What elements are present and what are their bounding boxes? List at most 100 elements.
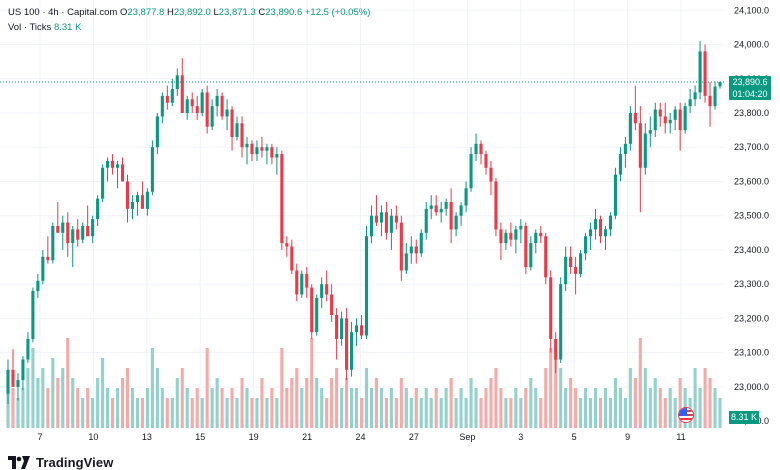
open-label: O xyxy=(119,7,128,18)
volume-bar xyxy=(544,368,548,428)
candle-body xyxy=(86,225,90,237)
time-tick-label: 21 xyxy=(302,432,312,442)
candle-body xyxy=(145,191,149,209)
volume-bar xyxy=(663,398,667,428)
candle-body xyxy=(688,99,692,107)
price-tick-label: 23,000.0 xyxy=(734,382,769,392)
price-tick-label: 23,300.0 xyxy=(734,279,769,289)
candle-body xyxy=(41,256,45,281)
volume-bar xyxy=(519,398,523,428)
candle-body xyxy=(718,81,722,87)
tradingview-brand[interactable]: TradingView xyxy=(8,455,113,470)
volume-bar xyxy=(56,378,60,428)
candle-body xyxy=(190,99,194,107)
candle-body xyxy=(683,106,687,131)
volume-bar xyxy=(389,388,393,428)
time-tick-label: 15 xyxy=(195,432,205,442)
candle-body xyxy=(713,86,717,107)
volume-bar xyxy=(509,398,513,428)
volume-bar xyxy=(379,388,383,428)
candle-body xyxy=(663,116,667,124)
candle-body xyxy=(668,119,672,124)
volume-label[interactable]: Vol · Ticks xyxy=(8,22,52,33)
candle-body xyxy=(260,147,264,151)
candle-body xyxy=(354,325,359,333)
volume-bar xyxy=(479,398,483,428)
volume-bar xyxy=(628,368,632,428)
volume-bar xyxy=(330,378,334,428)
volume-bar xyxy=(658,388,662,428)
volume-bar xyxy=(36,378,40,428)
volume-bar xyxy=(170,398,174,428)
candle-body xyxy=(16,380,20,387)
volume-bar xyxy=(584,388,588,428)
candle-body xyxy=(180,75,184,113)
candle-body xyxy=(608,215,613,230)
candle-body xyxy=(494,181,498,230)
volume-bar xyxy=(589,398,593,428)
price-axis[interactable]: 24,100.024,000.023,900.023,800.023,700.0… xyxy=(734,5,769,426)
volume-bar xyxy=(623,398,627,428)
price-tick-label: 23,200.0 xyxy=(734,313,769,323)
candle-body xyxy=(325,284,329,295)
volume-bar xyxy=(559,368,563,428)
candle-body xyxy=(135,195,139,203)
volume-bar xyxy=(320,388,324,428)
price-tick-label: 23,800.0 xyxy=(734,108,769,118)
volume-bar xyxy=(439,398,443,428)
volume-bar xyxy=(220,388,224,428)
low-value: 23,871.3 xyxy=(218,7,256,18)
volume-bar xyxy=(115,388,120,428)
us-flag-icon[interactable] xyxy=(678,407,694,423)
low-label: L xyxy=(213,7,219,18)
time-axis[interactable]: 7 10 13 15 19 21 24 27 Sep 3 5 9 11 xyxy=(37,432,685,442)
candle-body xyxy=(444,202,448,209)
ohlc-row: US 100 · 4h · Capital.com O23,877.8 H23,… xyxy=(8,5,370,20)
volume-bar xyxy=(539,398,543,428)
tradingview-logo-icon xyxy=(8,456,30,469)
volume-bar xyxy=(61,368,65,428)
candle-body xyxy=(479,143,483,155)
time-tick-label: 7 xyxy=(37,432,42,442)
candle-body xyxy=(394,215,398,223)
symbol-title[interactable]: US 100 · 4h · Capital.com xyxy=(8,7,118,18)
open-value: 23,877.8 xyxy=(127,7,165,18)
candle-body xyxy=(579,253,583,274)
candle-body xyxy=(305,273,309,288)
volume-bar xyxy=(230,388,234,428)
volume-bar xyxy=(643,368,647,428)
volume-bar xyxy=(71,378,75,428)
volume-bar xyxy=(150,348,154,428)
volume-bar xyxy=(369,388,374,428)
candle-body xyxy=(215,95,219,107)
candle-body xyxy=(6,369,10,394)
candle-body xyxy=(544,236,548,278)
volume-bar xyxy=(598,398,603,428)
candle-body xyxy=(698,51,702,93)
volume-bar xyxy=(504,398,508,428)
volume-bar xyxy=(205,348,209,428)
candle-body xyxy=(295,270,299,295)
candle-body xyxy=(200,92,204,113)
volume-bar xyxy=(31,348,35,428)
candle-body xyxy=(106,160,110,168)
time-tick-label: 19 xyxy=(249,432,259,442)
volume-bar xyxy=(190,398,194,428)
volume-bar xyxy=(265,398,269,428)
candle-body xyxy=(653,109,657,131)
volume-bar xyxy=(434,388,438,428)
brand-name: TradingView xyxy=(36,455,114,470)
candle-body xyxy=(220,95,224,117)
volume-bar xyxy=(703,368,707,428)
candle-body xyxy=(235,123,239,137)
candle-body xyxy=(61,222,65,233)
volume-bar xyxy=(354,388,359,428)
price-tick-label: 23,100.0 xyxy=(734,348,769,358)
candle-body xyxy=(155,116,159,148)
candle-body xyxy=(379,212,383,223)
candle-body xyxy=(340,318,344,339)
last-price-value: 23,890.6 xyxy=(732,76,768,87)
candle-body xyxy=(115,164,120,168)
candle-body xyxy=(374,215,378,223)
